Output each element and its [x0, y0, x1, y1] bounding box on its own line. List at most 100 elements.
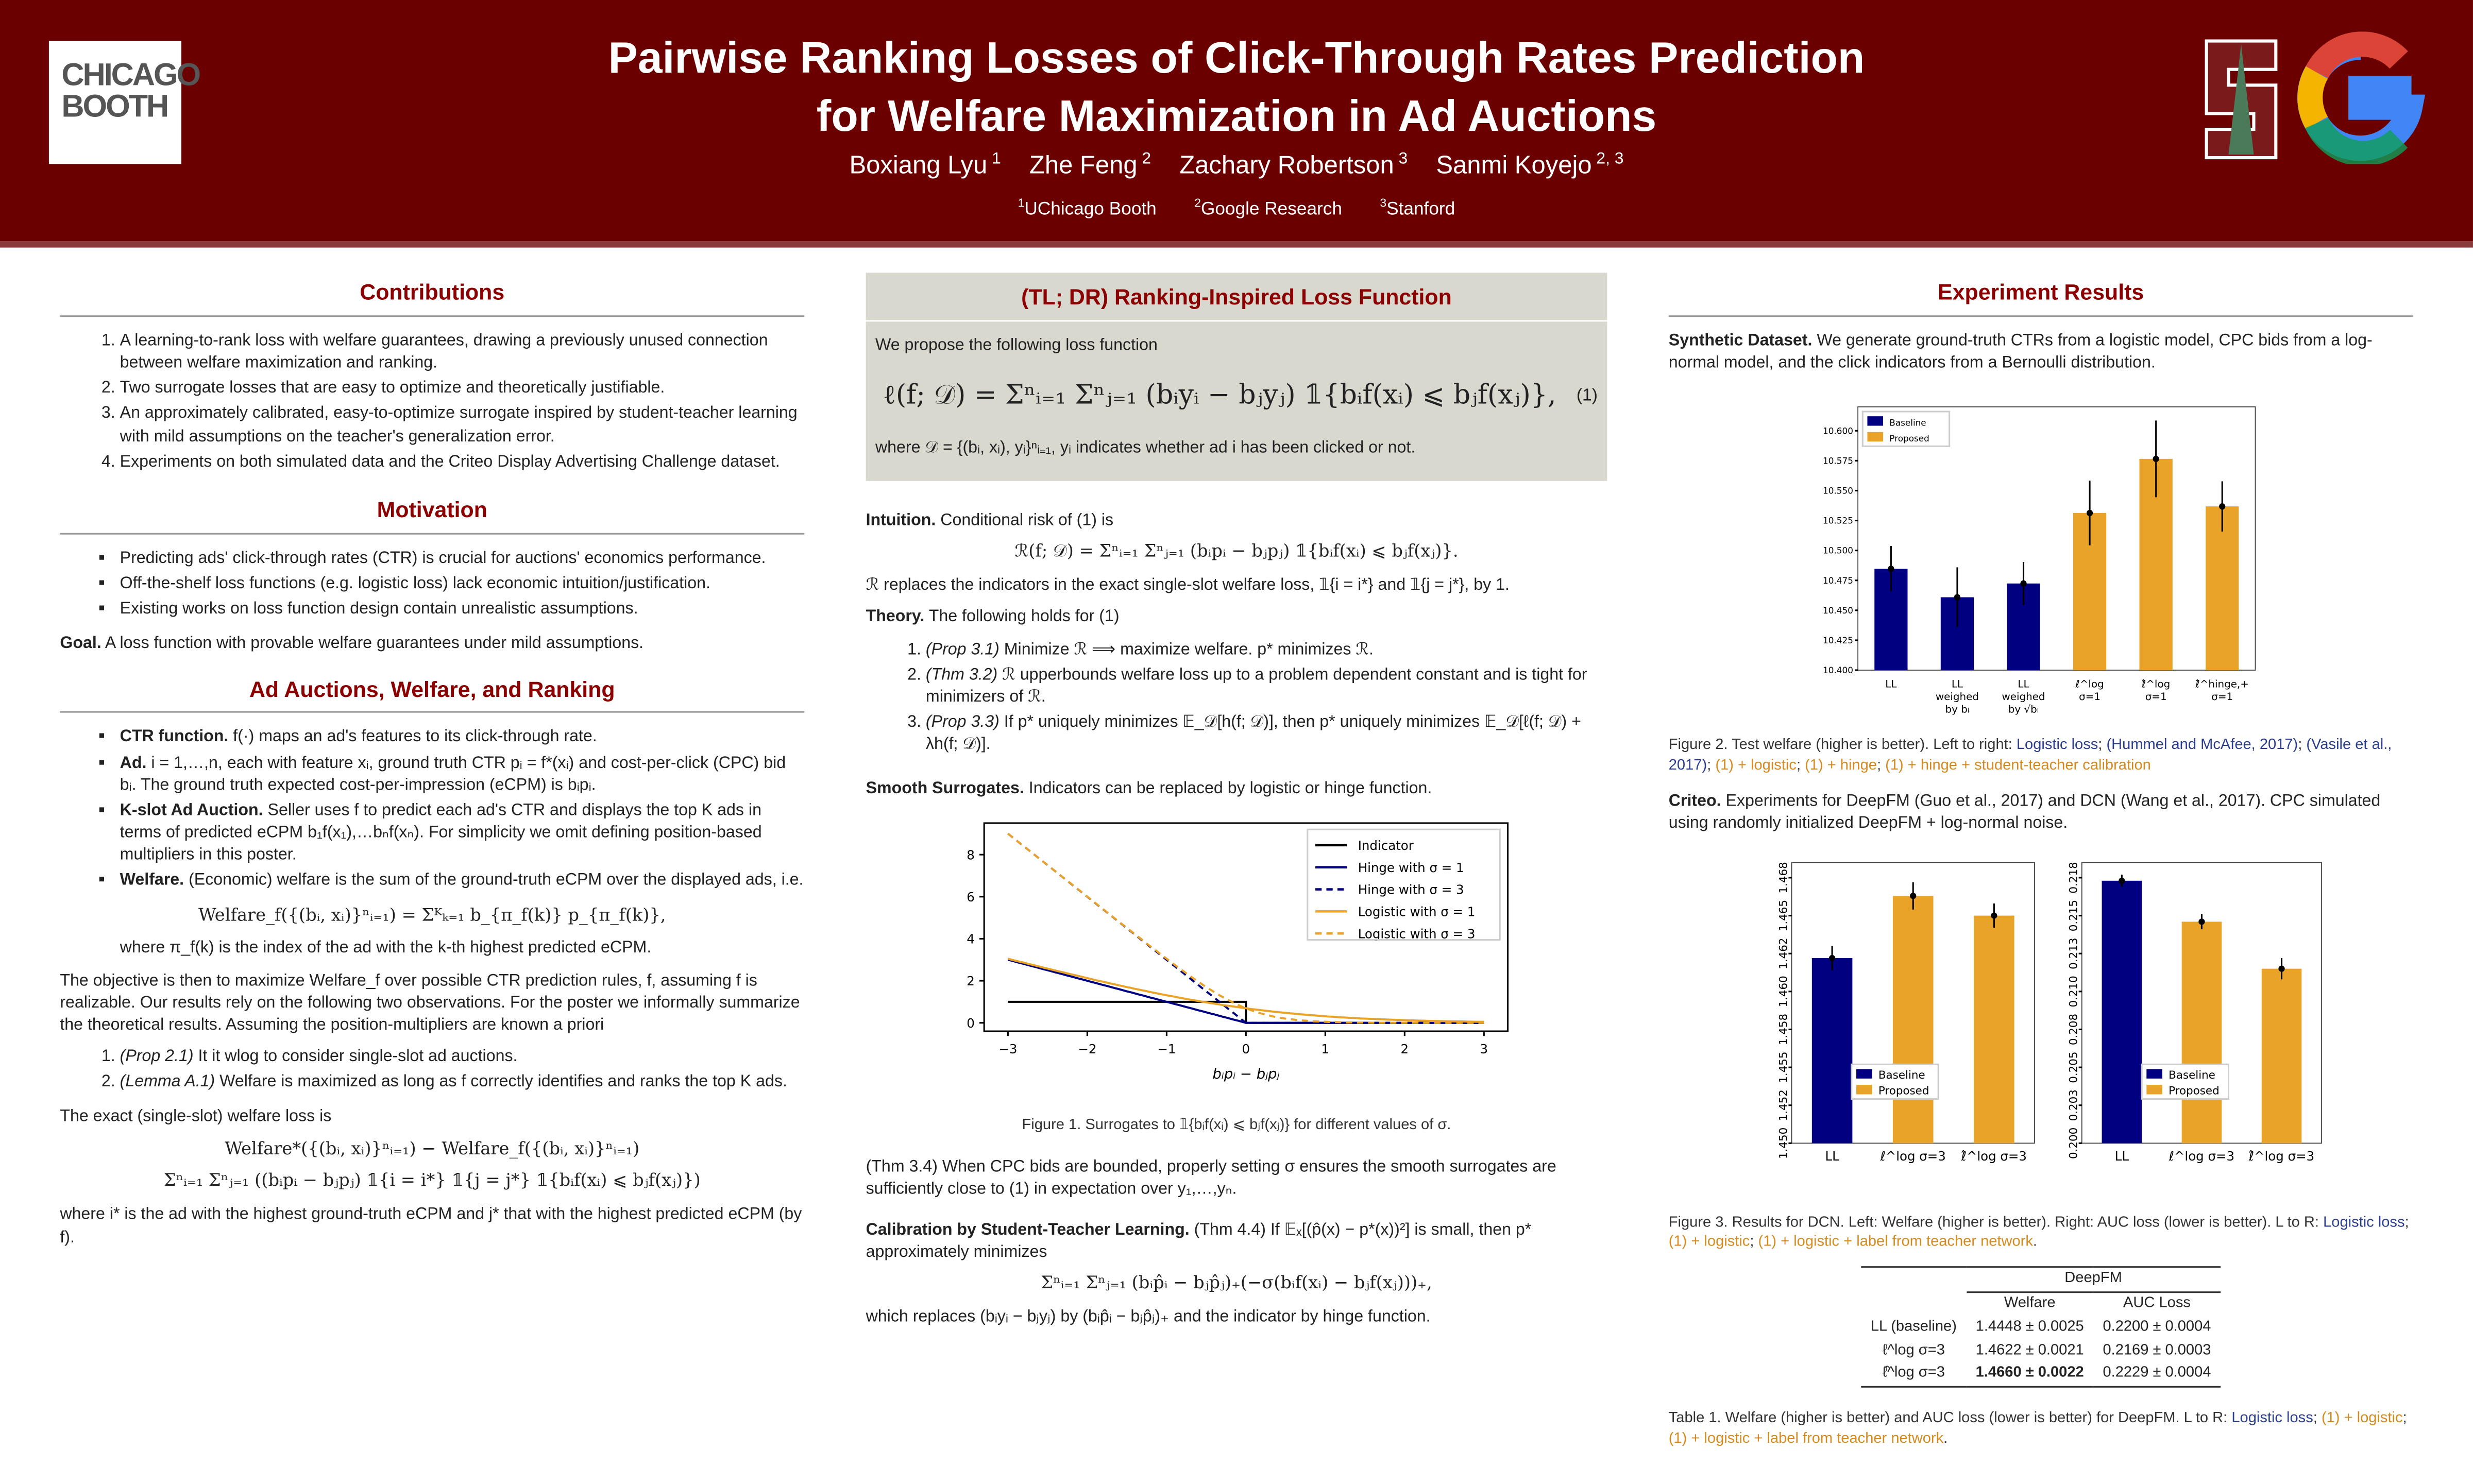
data-point [1828, 956, 1836, 962]
y-tick-label: 2 [967, 973, 975, 988]
data-point [2153, 456, 2159, 463]
ref: (Prop 3.1) [925, 639, 1000, 659]
author: Boxiang Lyu 1 [850, 151, 1001, 180]
caption-part: (1) + logistic + label from teacher netw… [1668, 1430, 1944, 1448]
theory-list: (Prop 3.1) Minimize ℛ ⟹ maximize welfare… [866, 638, 1607, 756]
x-tick-label: LL [1885, 678, 1896, 690]
table-row: ℓ^log σ=3 1.4622 ± 0.0021 0.2169 ± 0.0003 [1861, 1340, 2221, 1363]
y-tick-label: 0.205 [2068, 1052, 2080, 1084]
legend-label: Logistic with σ = 1 [1358, 903, 1476, 918]
y-tick-label: 0 [967, 1015, 975, 1030]
calibration-text: (Thm 4.4) If 𝔼ₓ[(p̂(x) − p*(x))²] is sma… [866, 1220, 1532, 1262]
caption-part: ; [2402, 1410, 2407, 1428]
bar [2261, 969, 2302, 1144]
x-tick-label: 2 [1401, 1041, 1409, 1056]
auctions-list: CTR function. f(·) maps an ad's features… [60, 726, 804, 892]
goal-text: A loss function with provable welfare gu… [105, 634, 644, 654]
caption-part: (Hummel and McAfee, 2017) [2106, 737, 2298, 755]
item-text: If p* uniquely minimizes 𝔼_𝒟[h(f; 𝒟)], t… [925, 712, 1581, 754]
bar [1811, 959, 1853, 1144]
table-group-row: DeepFM [1861, 1266, 2221, 1293]
tldr-heading: (TL; DR) Ranking-Inspired Loss Function [866, 273, 1607, 322]
observation-item: (Lemma A.1) Welfare is maximized as long… [120, 1071, 805, 1093]
motivation-item: Predicting ads' click-through rates (CTR… [120, 547, 805, 569]
x-axis-label: bᵢpᵢ − bⱼpⱼ [1212, 1065, 1279, 1082]
legend-label: Proposed [1878, 1085, 1929, 1098]
author-affil: 2, 3 [1591, 151, 1624, 169]
bar [2102, 881, 2142, 1144]
auction-item: Welfare. (Economic) welfare is the sum o… [120, 869, 805, 892]
stanford-logo [2205, 39, 2278, 160]
caption-part: (1) + hinge [1805, 757, 1877, 775]
objective-text: The objective is then to maximize Welfar… [60, 970, 800, 1035]
bar [1974, 916, 2014, 1144]
data-point [1910, 893, 1917, 900]
affil-name: UChicago Booth [1024, 200, 1157, 219]
title-line-2: for Welfare Maximization in Ad Auctions [816, 91, 1657, 141]
author-name: Sanmi Koyejo [1436, 153, 1592, 180]
y-tick-label: 0.218 [2068, 862, 2080, 894]
motivation-item: Off-the-shelf loss functions (e.g. logis… [120, 572, 805, 594]
theory-text: The following holds for (1) [928, 607, 1120, 627]
y-tick-label: 6 [967, 889, 975, 904]
theory-item: (Prop 3.1) Minimize ℛ ⟹ maximize welfare… [926, 638, 1607, 660]
observations-list: (Prop 2.1) It it wlog to consider single… [60, 1046, 804, 1094]
y-tick-label: 1.468 [1777, 862, 1790, 894]
affil-num: 3 [1380, 195, 1387, 210]
author-affil: 1 [987, 151, 1001, 169]
figure-1-caption: Figure 1. Surrogates to 𝟙{bᵢf(xᵢ) ⩽ bⱼf(… [1022, 1116, 1451, 1134]
table-1-caption: Table 1. Welfare (higher is better) and … [1669, 1410, 2413, 1450]
caption-part: (1) + logistic [2321, 1410, 2403, 1428]
intuition-text: Conditional risk of (1) is [940, 511, 1114, 531]
results-table: DeepFM Welfare AUC Loss LL (baseline) 1.4448… [1861, 1266, 2221, 1388]
legend-swatch [1867, 416, 1884, 427]
table-cell: ℓ^log σ=3 [1882, 1341, 1945, 1359]
affil-num: 1 [1018, 195, 1025, 210]
legend-label: Baseline [1889, 418, 1926, 428]
calibration-label: Calibration by Student-Teacher Learning. [866, 1220, 1190, 1239]
legend-swatch [2146, 1085, 2162, 1095]
series-line [1007, 832, 1484, 1024]
data-point [2278, 966, 2285, 973]
y-tick-label: 10.450 [1823, 606, 1853, 616]
y-tick-label: 0.215 [2068, 900, 2080, 932]
caption-part: ; [2098, 737, 2107, 755]
tldr-intro: We propose the following loss function [875, 335, 1158, 355]
caption-part: ; [1707, 757, 1716, 775]
affiliation: 1UChicago Booth [1018, 196, 1157, 219]
google-logo [2297, 31, 2426, 164]
table-cell: 0.2229 ± 0.0004 [2093, 1363, 2221, 1388]
y-tick-label: 10.400 [1823, 666, 1853, 676]
caption-part: ; [2313, 1410, 2322, 1428]
affil-name: Google Research [1200, 200, 1342, 219]
x-tick-label: 1 [1322, 1041, 1330, 1056]
caption-part: (1) + logistic + label from teacher netw… [1758, 1233, 2033, 1251]
bar [1892, 896, 1934, 1144]
table-cell: 1.4448 ± 0.0025 [1975, 1318, 2084, 1336]
legend-label: Proposed [2169, 1085, 2220, 1098]
y-tick-label: 1.455 [1777, 1052, 1790, 1084]
header-divider [0, 241, 2473, 248]
column-middle: (TL; DR) Ranking-Inspired Loss Function … [866, 272, 1607, 1338]
caption-part: . [2032, 1233, 2038, 1251]
x-tick-label: ℓ̂^log σ=3 [2248, 1149, 2314, 1164]
contribution-item: An approximately calibrated, easy-to-opt… [120, 403, 805, 448]
y-tick-label: 10.525 [1823, 516, 1853, 526]
column-header [1861, 1292, 1967, 1317]
x-tick-label: −2 [1078, 1041, 1096, 1056]
caption-part: Figure 3. Results for DCN. Left: Welfare… [1668, 1213, 2324, 1231]
ref: (Thm 3.2) [925, 664, 998, 684]
y-tick-label: 10.550 [1823, 486, 1853, 496]
data-point [2119, 878, 2125, 885]
legend-label: Proposed [1889, 434, 1929, 444]
auctions-heading: Ad Auctions, Welfare, and Ranking [60, 664, 805, 713]
experiments-heading: Experiment Results [1668, 268, 2413, 317]
x-tick-label: ℓ^log σ=3 [2169, 1149, 2234, 1164]
series-line [1007, 957, 1484, 1022]
figure-2-chart: 10.400 10.425 10.450 10.475 10.500 10.525 10.5… [1823, 406, 2256, 715]
intuition-after: ℛ replaces the indicators in the exact s… [866, 575, 1510, 595]
x-tick-label: ℓ̂^log σ=3 [1961, 1149, 2027, 1164]
caption-part: ; [2298, 737, 2307, 755]
table-cell: LL (baseline) [1870, 1318, 1957, 1336]
theory-item: (Thm 3.2) ℛ upperbounds welfare loss up … [926, 663, 1607, 708]
